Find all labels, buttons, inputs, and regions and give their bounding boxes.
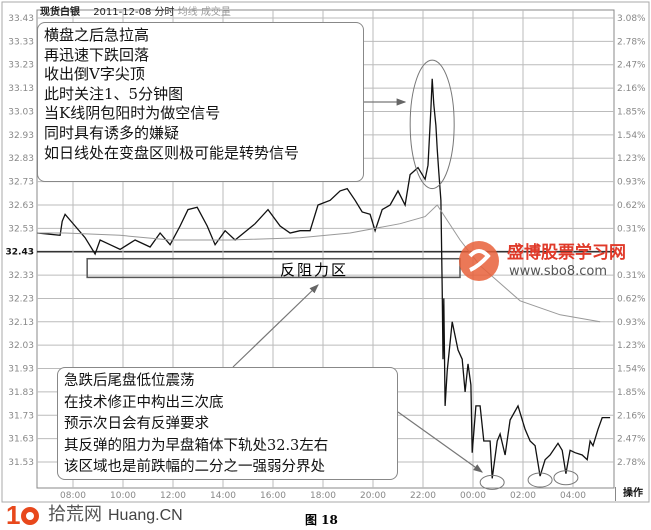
y-tick-left: 32.03	[8, 341, 34, 351]
top-note-line: 当K线阴包阳时为做空信号	[44, 104, 221, 123]
y-tick-left: 32.93	[8, 131, 34, 141]
y-tick-left: 31.73	[8, 411, 34, 421]
logo-name: 拾荒网	[48, 504, 102, 525]
bottom-note-line: 该区域也是前跌幅的二分之一强弱分界处	[64, 459, 325, 475]
y-tick-right: 0.31%	[617, 224, 646, 234]
logo-digits: 1	[6, 501, 40, 529]
average-line	[37, 204, 601, 323]
y-tick-right: 2.78%	[617, 37, 646, 47]
y-tick-left: 32.43	[6, 248, 34, 258]
volume-toggle[interactable]: 成交量	[200, 7, 231, 18]
y-tick-left: 32.63	[8, 201, 34, 211]
operate-button[interactable]: 操作	[615, 487, 650, 501]
x-tick: 12:00	[160, 491, 186, 501]
y-tick-right: 1.54%	[617, 131, 646, 141]
x-tick: 20:00	[360, 491, 386, 501]
y-tick-right: 0.93%	[617, 318, 646, 328]
watermark: 盛博股票学习网 www.sbo8.com	[455, 236, 626, 286]
price-line	[37, 78, 611, 479]
avg-line-toggle[interactable]: 均线	[177, 7, 198, 18]
y-tick-right: 0.93%	[617, 178, 646, 188]
x-tick: 18:00	[310, 491, 336, 501]
top-note-line: 横盘之后急拉高	[44, 26, 150, 44]
watermark-logo-icon	[459, 241, 499, 281]
y-tick-right: 2.47%	[617, 61, 646, 71]
instrument-name: 现货白银	[40, 7, 80, 18]
annotation-arrow	[232, 284, 319, 368]
peak-ellipse	[409, 59, 455, 190]
bottom-ellipse	[479, 474, 505, 490]
y-tick-right: 1.23%	[617, 154, 646, 164]
bottom-note-line: 急跌后尾盘低位震荡	[64, 373, 195, 389]
x-tick: 04:00	[560, 491, 586, 501]
y-tick-left: 32.33	[8, 271, 34, 281]
top-note-line: 如日线处在变盘区则极可能是转势信号	[44, 143, 300, 162]
y-tick-left: 33.33	[8, 37, 34, 47]
annotation-arrow	[397, 411, 483, 473]
chart-frame	[1, 1, 650, 503]
y-tick-right: 0.62%	[617, 294, 646, 304]
chart-header: 现货白银 2011-12-08 分时 均线 成交量	[40, 3, 231, 18]
chart-date: 2011-12-08	[93, 7, 152, 18]
site-logo: 1 拾荒网 Huang.CN	[4, 501, 254, 529]
x-tick: 16:00	[260, 491, 286, 501]
figure-caption: 图 18	[305, 513, 338, 527]
y-tick-left: 33.13	[8, 84, 34, 94]
bottom-ellipse	[527, 472, 553, 488]
x-tick: 02:00	[510, 491, 536, 501]
y-tick-left: 32.83	[8, 154, 34, 164]
y-tick-right: 0.62%	[617, 201, 646, 211]
y-tick-left: 31.93	[8, 365, 34, 375]
top-note-line: 收出倒V字尖顶	[44, 65, 145, 84]
logo-domain: Huang.CN	[108, 507, 183, 524]
top-note-line: 再迅速下跌回落	[44, 45, 150, 64]
y-tick-left: 31.63	[8, 435, 34, 445]
y-tick-right: 1.85%	[617, 107, 646, 117]
y-tick-right: 1.54%	[617, 365, 646, 375]
y-tick-left: 32.23	[8, 294, 34, 304]
top-annotation-box: 横盘之后急拉高 再迅速下跌回落 收出倒V字尖顶 此时关注1、5分钟图 当K线阴包阳时为做…	[37, 22, 364, 182]
chart-mode[interactable]: 分时	[154, 7, 175, 18]
x-tick: 10:00	[110, 491, 136, 501]
y-tick-right: 2.16%	[617, 84, 646, 94]
top-note-line: 同时具有诱多的嫌疑	[44, 123, 180, 142]
y-tick-left: 31.83	[8, 388, 34, 398]
x-tick: 14:00	[210, 491, 236, 501]
y-tick-right: 2.78%	[617, 458, 646, 468]
bottom-annotation-box: 急跌后尾盘低位震荡在技术修正中构出三次底 预示次日会有反弹要求其反弹的阻力为早盘箱…	[57, 367, 398, 480]
top-note-line: 此时关注1、5分钟图	[44, 84, 184, 103]
y-tick-left: 32.53	[8, 224, 34, 234]
y-tick-left: 33.03	[8, 107, 34, 117]
y-tick-left: 33.23	[8, 61, 34, 71]
bottom-note-line: 在技术修正中构出三次底	[64, 394, 224, 411]
y-tick-right: 3.08%	[617, 14, 646, 24]
y-tick-right: 2.47%	[617, 435, 646, 445]
x-tick: 22:00	[410, 491, 436, 501]
y-tick-left: 33.43	[8, 14, 34, 24]
x-tick: 08:00	[60, 491, 86, 501]
y-tick-left: 32.73	[8, 178, 34, 188]
y-tick-right: 2.16%	[617, 411, 646, 421]
y-tick-left: 31.53	[8, 458, 34, 468]
resistance-zone-label: 反阻力区	[280, 261, 349, 279]
watermark-url: www.sbo8.com	[509, 264, 607, 279]
bottom-note-line: 其反弹的阻力为早盘箱体下轨处32.3左右	[64, 437, 329, 454]
x-tick: 00:00	[460, 491, 486, 501]
y-tick-right: 0.31%	[617, 271, 646, 281]
y-tick-left: 32.13	[8, 318, 34, 328]
watermark-name: 盛博股票学习网	[507, 243, 626, 263]
bottom-note-line: 预示次日会有反弹要求	[64, 416, 209, 432]
resistance-zone-box	[86, 257, 461, 279]
bottom-ellipse	[553, 470, 579, 486]
y-tick-right: 1.85%	[617, 388, 646, 398]
y-tick-right: 1.23%	[617, 341, 646, 351]
